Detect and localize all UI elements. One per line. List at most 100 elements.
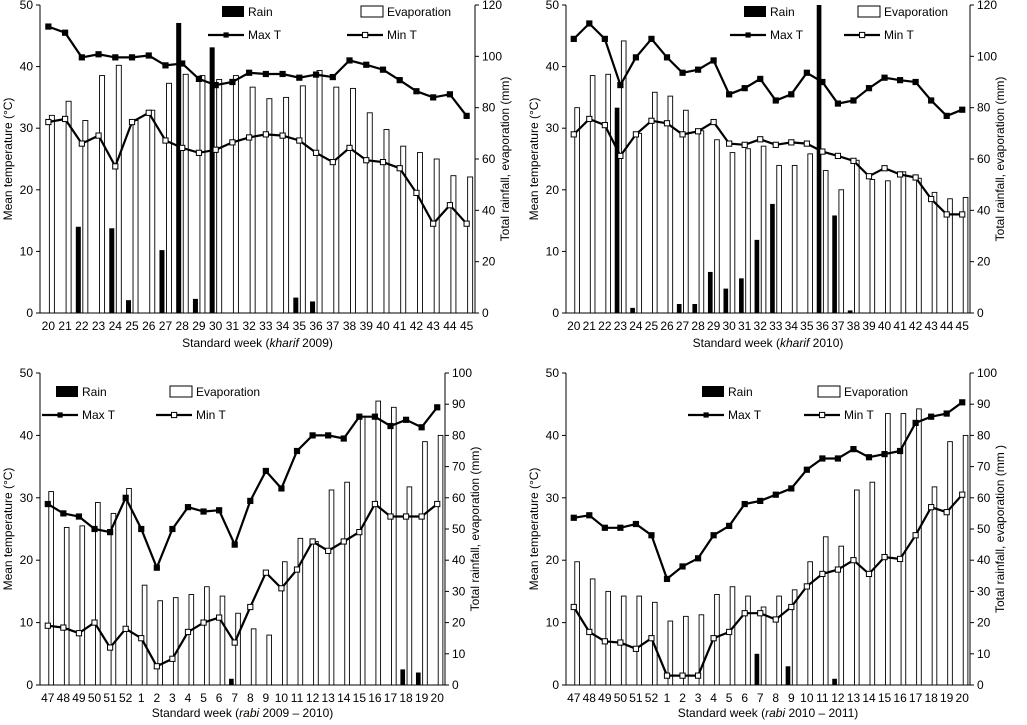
min-t-point (396, 165, 403, 172)
max-t-point (694, 66, 702, 73)
min-t-point (601, 638, 608, 645)
evaporation-bar (157, 600, 163, 686)
y-tick-label: 10 (20, 244, 34, 258)
evaporation-bar (316, 69, 323, 314)
x-tick-label: 11 (291, 691, 304, 705)
max-t-point (865, 454, 873, 461)
max-t-point (434, 404, 441, 411)
max-t-point (896, 77, 904, 84)
evaporation-bar (636, 132, 643, 314)
max-t-point (106, 529, 114, 536)
evaporation-bar (791, 589, 798, 686)
max-t-point (586, 512, 593, 519)
min-t-point (710, 118, 717, 126)
min-t-point (772, 616, 779, 623)
min-t-point (446, 202, 454, 209)
rain-bar (832, 678, 837, 685)
legend-max-t-label: Max T (248, 28, 282, 42)
x-tick-label: 6 (741, 691, 748, 705)
evaporation-bar (776, 595, 782, 686)
evaporation-bar (745, 148, 751, 314)
x-axis-title: Standard week (kharif 2009) (182, 336, 333, 350)
evaporation-bar (115, 64, 122, 314)
min-t-point (312, 149, 320, 156)
y-tick-label: 40 (20, 428, 34, 442)
min-t-point (757, 136, 764, 143)
min-t-point (928, 504, 935, 511)
evaporation-bar (297, 537, 304, 686)
min-t-point (75, 630, 83, 637)
x-tick-label: 1 (138, 691, 145, 705)
evaporation-bar (854, 489, 860, 686)
y-tick-label: 20 (20, 553, 34, 567)
evaporation-bar (204, 586, 210, 686)
min-t-point (184, 628, 192, 636)
x-tick-label: 31 (226, 319, 240, 333)
y2-tick-label: 20 (977, 255, 991, 269)
min-t-point (881, 165, 888, 172)
max-t-point (819, 455, 826, 462)
max-t-point (570, 514, 577, 521)
x-tick-label: 19 (415, 691, 429, 705)
x-tick-label: 5 (726, 691, 733, 705)
y2-tick-label: 40 (977, 553, 991, 567)
y-tick-label: 50 (546, 366, 560, 380)
min-t-point (195, 149, 203, 156)
x-tick-label: 26 (142, 319, 156, 333)
x-axis-title-suffix: 2010) (809, 336, 843, 350)
evaporation-bar (745, 595, 751, 686)
y-tick-label: 40 (546, 60, 560, 74)
legend: Rain Evaporation Max T Min T (688, 385, 908, 422)
min-t-point (617, 152, 624, 160)
min-t-point (663, 120, 671, 127)
evaporation-bar (48, 491, 54, 686)
evaporation-bar (729, 152, 736, 314)
y2-tick-label: 80 (977, 428, 991, 442)
evaporation-bar (375, 400, 382, 686)
x-tick-label: 28 (176, 319, 190, 333)
min-t-point (881, 553, 888, 561)
legend-max-t-marker (223, 32, 229, 38)
x-tick-label: 30 (722, 319, 736, 333)
min-t-point (279, 132, 286, 139)
x-tick-label: 23 (614, 319, 628, 333)
min-t-point (586, 628, 593, 636)
min-t-point (959, 491, 966, 498)
min-t-point (346, 144, 353, 152)
x-tick-label: 48 (583, 691, 597, 705)
evaporation-bar (216, 78, 223, 314)
max-t-point (710, 532, 717, 539)
evaporation-bar (172, 597, 179, 686)
x-tick-label: 2 (153, 691, 160, 705)
evaporation-bar (838, 189, 845, 314)
min-t-point (694, 128, 702, 135)
evaporation-bar (947, 198, 953, 314)
y2-tick-label: 30 (977, 584, 991, 598)
y2-tick-label: 40 (482, 203, 496, 217)
rain-bar (192, 298, 198, 313)
min-t-point (928, 195, 935, 203)
evaporation-bar (406, 486, 413, 686)
legend-min-t-marker (819, 411, 826, 419)
x-tick-label: 8 (247, 691, 254, 705)
y-tick-label: 0 (552, 306, 559, 320)
legend-rain-swatch (702, 386, 724, 397)
x-tick-label: 31 (738, 319, 752, 333)
y2-tick-label: 40 (977, 203, 991, 217)
y-tick-label: 10 (546, 244, 560, 258)
x-tick-label: 20 (42, 319, 56, 333)
evaporation-bar (683, 615, 689, 686)
legend-max-t-label: Max T (770, 28, 804, 42)
y2-tick-label: 60 (977, 152, 991, 166)
x-tick-label: 33 (259, 319, 273, 333)
max-t-point (340, 435, 347, 442)
rain-bar (754, 239, 760, 313)
x-tick-label: 49 (72, 691, 86, 705)
x-tick-label: 40 (878, 319, 892, 333)
y2-tick-label: 0 (977, 306, 984, 320)
x-tick-label: 25 (645, 319, 659, 333)
max-t-point (247, 497, 254, 505)
min-t-point (788, 139, 795, 146)
